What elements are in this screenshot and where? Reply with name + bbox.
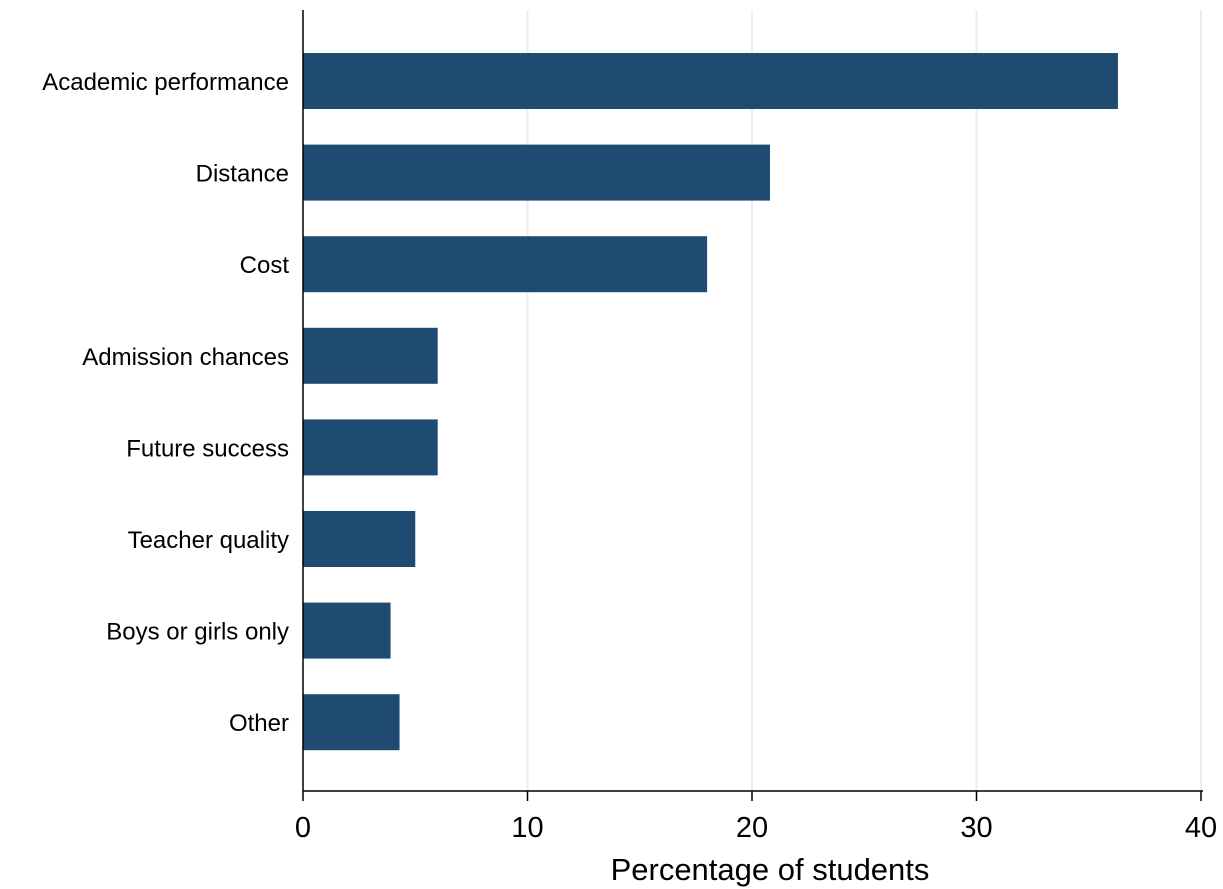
category-label: Admission chances — [82, 344, 289, 371]
x-tick-label: 40 — [1185, 812, 1217, 844]
x-axis-ticks: 0 10 20 30 40 — [295, 791, 1217, 844]
category-label: Cost — [240, 252, 290, 279]
bar — [303, 236, 708, 293]
bar — [303, 144, 770, 201]
category-label: Academic performance — [42, 69, 289, 96]
category-label: Future success — [126, 435, 289, 462]
x-tick-label: 10 — [511, 812, 543, 844]
bar — [303, 327, 438, 384]
category-labels: Academic performance Distance Cost Admissio… — [42, 69, 289, 737]
bar — [303, 511, 416, 567]
x-tick-label: 0 — [295, 812, 311, 844]
bar — [303, 53, 1118, 109]
category-label: Teacher quality — [128, 527, 289, 554]
gridlines — [526, 10, 1202, 791]
bar — [303, 694, 400, 751]
x-tick-label: 30 — [960, 812, 992, 844]
category-label: Other — [229, 710, 289, 737]
x-tick-label: 20 — [736, 812, 768, 844]
category-label: Boys or girls only — [106, 619, 289, 646]
bar — [303, 419, 438, 476]
bars — [303, 53, 1118, 751]
category-label: Distance — [196, 161, 289, 188]
bar — [303, 602, 391, 659]
x-axis-title: Percentage of students — [611, 852, 930, 887]
